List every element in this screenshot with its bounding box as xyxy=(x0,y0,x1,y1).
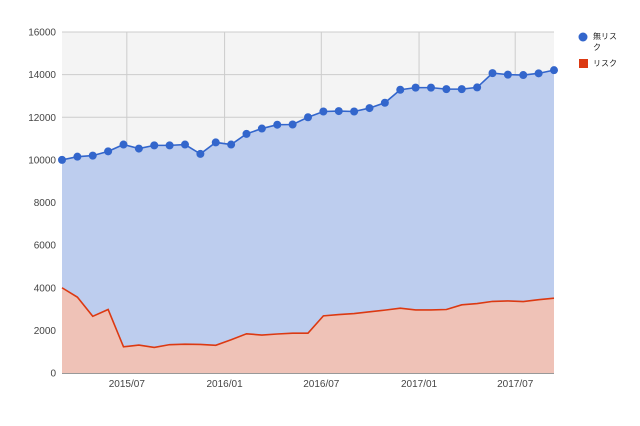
data-point xyxy=(288,120,297,129)
data-point xyxy=(550,66,558,75)
data-point xyxy=(58,155,66,164)
data-point xyxy=(181,140,189,149)
data-point xyxy=(134,144,143,153)
data-point xyxy=(119,140,128,149)
series-area-1 xyxy=(62,287,554,373)
legend-label-0-wrap: ク xyxy=(593,43,601,52)
data-point xyxy=(211,138,220,147)
y-tick-label: 6000 xyxy=(34,241,57,252)
y-tick-label: 0 xyxy=(50,369,56,380)
data-point xyxy=(427,83,435,92)
data-point xyxy=(473,83,482,92)
data-point xyxy=(196,149,205,158)
y-tick-label: 4000 xyxy=(34,283,57,294)
y-tick-label: 10000 xyxy=(28,155,56,166)
data-point xyxy=(365,104,374,113)
data-point xyxy=(457,85,466,94)
data-point xyxy=(242,129,251,138)
x-tick-label: 2017/01 xyxy=(401,379,438,390)
x-tick-label: 2016/07 xyxy=(303,379,340,390)
data-point xyxy=(442,85,451,94)
data-point xyxy=(319,107,328,116)
data-point xyxy=(534,69,543,78)
y-axis-ticks: 0 2000 4000 6000 8000 10000 12000 14000 16000 xyxy=(28,28,56,380)
data-point xyxy=(104,147,113,156)
data-point xyxy=(304,113,312,122)
legend-label-1: リスク xyxy=(593,59,617,68)
x-tick-label: 2015/07 xyxy=(109,379,146,390)
data-point xyxy=(273,120,282,129)
x-tick-label: 2016/01 xyxy=(207,379,244,390)
data-point xyxy=(411,83,420,92)
data-point xyxy=(227,140,236,149)
data-point xyxy=(334,107,343,116)
y-tick-label: 14000 xyxy=(28,70,56,81)
y-tick-label: 16000 xyxy=(28,28,56,39)
y-tick-label: 2000 xyxy=(34,326,57,337)
data-point xyxy=(519,71,528,80)
y-tick-label: 12000 xyxy=(28,113,56,124)
data-point xyxy=(73,152,82,161)
data-point xyxy=(150,141,159,150)
data-point xyxy=(350,107,359,116)
data-point xyxy=(380,98,389,107)
y-tick-label: 8000 xyxy=(34,198,57,209)
data-point xyxy=(488,69,497,78)
series-line-1 xyxy=(61,287,555,349)
legend-marker-1 xyxy=(579,59,588,68)
x-axis-ticks: 2015/07 2016/01 2016/07 2017/01 2017/07 xyxy=(109,379,534,390)
legend-marker-0 xyxy=(578,32,588,42)
data-point xyxy=(88,151,97,160)
data-point xyxy=(503,70,512,79)
series-points xyxy=(58,66,558,164)
x-tick-label: 2017/07 xyxy=(497,379,534,390)
data-point xyxy=(165,141,174,150)
legend-label-0: 無リス xyxy=(593,31,617,41)
data-point xyxy=(396,85,405,94)
data-point xyxy=(257,124,266,133)
